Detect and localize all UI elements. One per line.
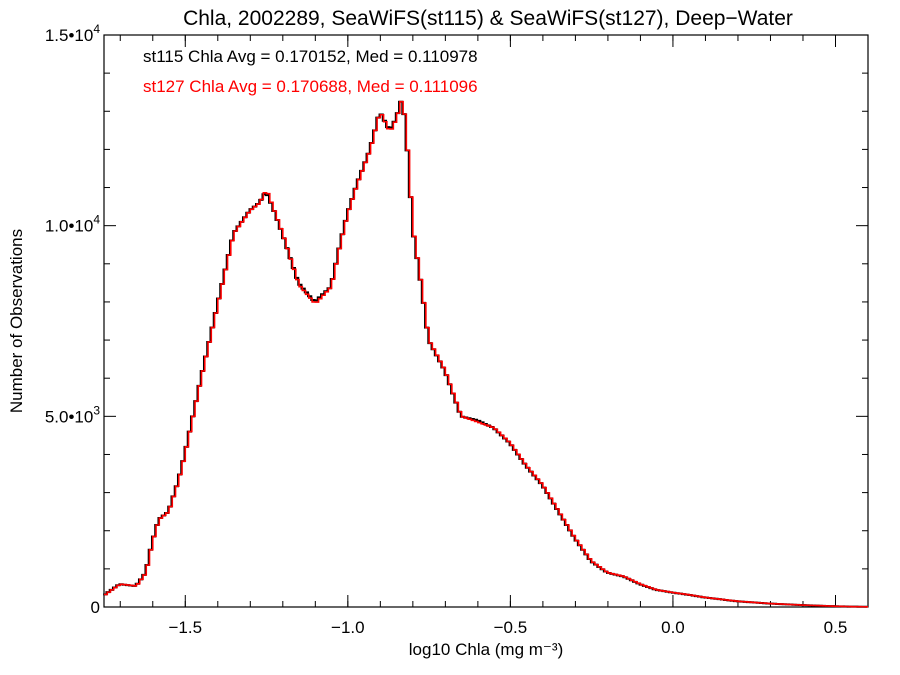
x-tick-label: −1.0 (331, 618, 365, 637)
chart-title: Chla, 2002289, SeaWiFS(st115) & SeaWiFS(… (183, 7, 793, 30)
y-tick-label: 1.0•104 (45, 213, 101, 236)
x-axis-label: log10 Chla (mg m⁻³) (409, 640, 563, 659)
annotation-st115: st115 Chla Avg = 0.170152, Med = 0.11097… (143, 47, 478, 66)
x-tick-label: 0.5 (824, 618, 848, 637)
annotation-st127: st127 Chla Avg = 0.170688, Med = 0.11109… (143, 77, 478, 96)
x-tick-label: −1.5 (168, 618, 202, 637)
y-axis-label: Number of Observations (7, 229, 26, 413)
y-tick-label: 0 (91, 598, 100, 617)
axis-ticks: −1.5 −1.0 −0.5 0.0 0.5 0 5.0•103 1.0•104 1.5•104 (45, 22, 869, 637)
series-lines (103, 100, 868, 608)
y-tick-label: 5.0•103 (45, 403, 101, 426)
series-line-st115 (103, 100, 868, 608)
plot-frame (103, 34, 869, 608)
series-line-st127 (104, 100, 868, 608)
y-tick-label: 1.5•104 (45, 22, 101, 45)
x-tick-label: 0.0 (661, 618, 685, 637)
x-tick-label: −0.5 (494, 618, 528, 637)
